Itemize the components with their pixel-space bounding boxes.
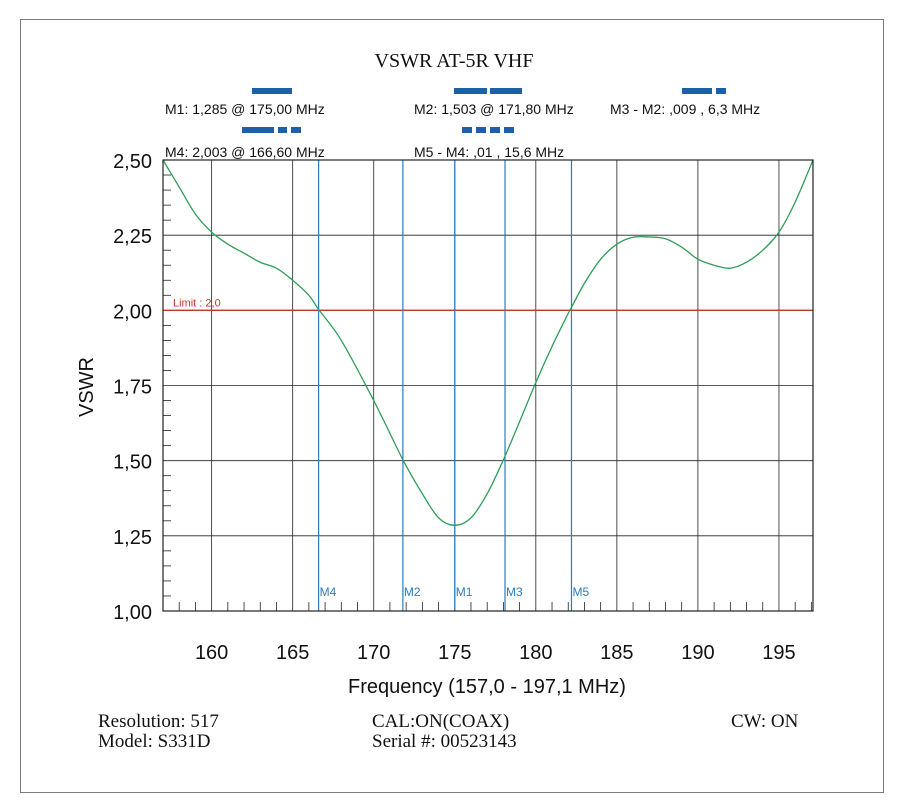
x-tick-label: 175: [438, 642, 471, 664]
x-tick-label: 165: [276, 642, 309, 664]
model-text: Model: S331D: [98, 731, 211, 752]
y-tick-labels: 1,00 1,25 1,50 1,75 2,00 2,25 2,50: [113, 151, 152, 624]
marker-readouts: M1: 1,285 @ 175,00 MHz M2: 1,503 @ 171,80…: [165, 88, 760, 160]
y-tick-label: 2,00: [113, 301, 152, 323]
marker-label-m2: M2: [404, 585, 421, 599]
marker-label-m1: M1: [456, 585, 473, 599]
cal-text: CAL:ON(COAX): [372, 711, 510, 732]
marker-readout-bar: [462, 127, 472, 133]
resolution-text: Resolution: 517: [98, 711, 219, 732]
cw-text: CW: ON: [731, 711, 799, 732]
x-tick-label: 185: [600, 642, 633, 664]
y-tick-label: 1,50: [113, 452, 152, 474]
marker-readout-1: M1: 1,285 @ 175,00 MHz: [165, 101, 325, 117]
marker-readout-bar: [490, 127, 500, 133]
x-tick-label: 180: [519, 642, 552, 664]
marker-readout-bar: [504, 127, 514, 133]
minor-ticks: [163, 174, 812, 611]
x-tick-labels: 160 165 170 175 180 185 190 195: [195, 642, 796, 664]
series-group: [162, 159, 814, 526]
marker-readout-bar: [454, 88, 487, 94]
y-tick-label: 1,00: [113, 602, 152, 624]
limit-line-group: Limit : 2,0: [163, 297, 813, 311]
marker-readout-bar: [291, 127, 301, 133]
y-tick-label: 1,75: [113, 377, 152, 399]
serial-text: Serial #: 00523143: [372, 731, 517, 752]
marker-readout-2: M2: 1,503 @ 171,80 MHz: [414, 101, 574, 117]
marker-lines: M4 M2 M1 M3 M5: [318, 160, 589, 611]
marker-label-m4: M4: [320, 585, 337, 599]
marker-label-m3: M3: [506, 585, 523, 599]
marker-readout-5: M5 - M4: ,01 , 15,6 MHz: [414, 144, 564, 160]
marker-readout-4: M4: 2,003 @ 166,60 MHz: [165, 144, 325, 160]
marker-label-m5: M5: [572, 585, 589, 599]
marker-readout-bar: [682, 88, 712, 94]
y-axis-label: VSWR: [76, 357, 98, 417]
x-tick-label: 190: [681, 642, 714, 664]
marker-readout-bar: [716, 88, 726, 94]
x-tick-label: 195: [762, 642, 795, 664]
marker-readout-bar: [252, 88, 292, 94]
y-tick-label: 1,25: [113, 527, 152, 549]
x-tick-label: 170: [357, 642, 390, 664]
y-tick-label: 2,25: [113, 226, 152, 248]
chart-title: VSWR AT-5R VHF: [375, 50, 534, 72]
marker-readout-bar: [278, 127, 287, 133]
plot-border: [162, 159, 814, 612]
marker-readout-bar: [476, 127, 486, 133]
y-tick-label: 2,50: [113, 151, 152, 173]
marker-readout-bar: [242, 127, 274, 133]
x-tick-label: 160: [195, 642, 228, 664]
grid: [163, 159, 813, 612]
x-axis-label: Frequency (157,0 - 197,1 MHz): [348, 676, 626, 698]
limit-label: Limit : 2,0: [173, 297, 221, 309]
marker-readout-bar: [490, 88, 522, 94]
marker-readout-3: M3 - M2: ,009 , 6,3 MHz: [610, 101, 760, 117]
chart-frame: [20, 19, 884, 793]
vswr-series-line: [162, 159, 814, 526]
